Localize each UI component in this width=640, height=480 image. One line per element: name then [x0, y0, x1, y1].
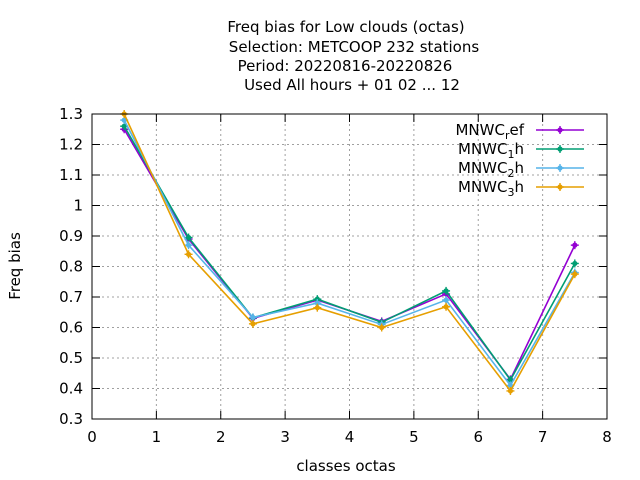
data-point: [184, 241, 193, 250]
title-line-1: Freq bias for Low clouds (octas): [227, 18, 464, 36]
data-point: [570, 241, 579, 250]
legend-label-subscript: 3: [507, 186, 514, 199]
data-point: [556, 164, 564, 172]
x-tick-label: 3: [280, 428, 290, 446]
y-tick-label: 0.3: [59, 410, 83, 428]
y-tick-label: 0.6: [59, 319, 83, 337]
series-line: [123, 125, 576, 382]
legend-entry: MNWC2h: [458, 159, 584, 180]
data-point: [442, 296, 451, 305]
series-MNWC_3h: [120, 110, 579, 395]
legend-label-main: MNWC: [458, 140, 507, 158]
x-axis-label: classes octas: [296, 457, 396, 475]
legend-label-subscript: r: [505, 129, 510, 142]
y-tick-label: 1.3: [59, 105, 83, 123]
data-point: [556, 183, 564, 191]
legend-entry: MNWC1h: [458, 140, 584, 161]
data-point: [377, 323, 386, 332]
data-point: [570, 270, 579, 279]
legend-label: MNWCref: [455, 121, 524, 142]
title-line-4: Used All hours + 01 02 ... 12: [244, 76, 460, 94]
data-point: [313, 299, 322, 308]
title-line-2: Selection: METCOOP 232 stations: [229, 38, 480, 56]
series-line: [123, 113, 576, 393]
data-point: [506, 386, 515, 395]
legend-label-subscript: 2: [507, 167, 514, 180]
x-tick-label: 1: [152, 428, 162, 446]
data-series: [120, 110, 579, 395]
x-tick-label: 6: [473, 428, 483, 446]
data-point: [442, 302, 451, 311]
plot-frame: [91, 113, 608, 420]
series-MNWC_1h: [120, 122, 579, 384]
legend-label-tail: h: [514, 159, 524, 177]
y-tick-label: 0.4: [59, 380, 83, 398]
y-tick-label: 0.9: [59, 227, 83, 245]
data-point: [184, 233, 193, 242]
legend-entry: MNWCref: [455, 121, 584, 142]
y-axis-label: Freq bias: [6, 232, 24, 300]
chart-title: Freq bias for Low clouds (octas) Selecti…: [227, 18, 479, 94]
x-tick-label: 8: [602, 428, 612, 446]
y-tick-label: 0.7: [59, 288, 83, 306]
legend-label-tail: h: [514, 140, 524, 158]
x-tick-label: 2: [216, 428, 226, 446]
series-line: [123, 119, 576, 387]
legend-label-main: MNWC: [455, 121, 504, 139]
y-tick-label: 1.1: [59, 166, 83, 184]
legend-label-tail: ef: [509, 121, 524, 139]
legend-label-tail: h: [514, 178, 524, 196]
data-point: [556, 145, 564, 153]
legend-label: MNWC2h: [458, 159, 524, 180]
x-tick-label: 7: [538, 428, 548, 446]
legend-label-main: MNWC: [458, 159, 507, 177]
legend-label: MNWC1h: [458, 140, 524, 161]
x-tick-label: 4: [345, 428, 355, 446]
data-point: [313, 303, 322, 312]
data-point: [184, 250, 193, 259]
legend-label-main: MNWC: [458, 178, 507, 196]
data-point: [556, 126, 564, 134]
y-tick-label: 1: [73, 197, 83, 215]
legend-label-subscript: 1: [507, 148, 514, 161]
grid: [92, 114, 607, 419]
x-tick-label: 5: [409, 428, 419, 446]
data-point: [248, 319, 257, 328]
x-tick-label: 0: [87, 428, 97, 446]
y-tick-label: 0.5: [59, 349, 83, 367]
y-tick-label: 0.8: [59, 258, 83, 276]
data-point: [442, 286, 451, 295]
title-line-3: Period: 20220816-20220826: [238, 57, 453, 75]
legend-entry: MNWC3h: [458, 178, 584, 199]
data-point: [570, 259, 579, 268]
y-tick-label: 1.2: [59, 136, 83, 154]
legend-label: MNWC3h: [458, 178, 524, 199]
axis-ticks: 0 1 2 3 4 5 6 7 8 0.3 0.4 0.5 0.6 0.7 0.8 0.9 1 1.1 1.2 1.3: [59, 105, 612, 446]
